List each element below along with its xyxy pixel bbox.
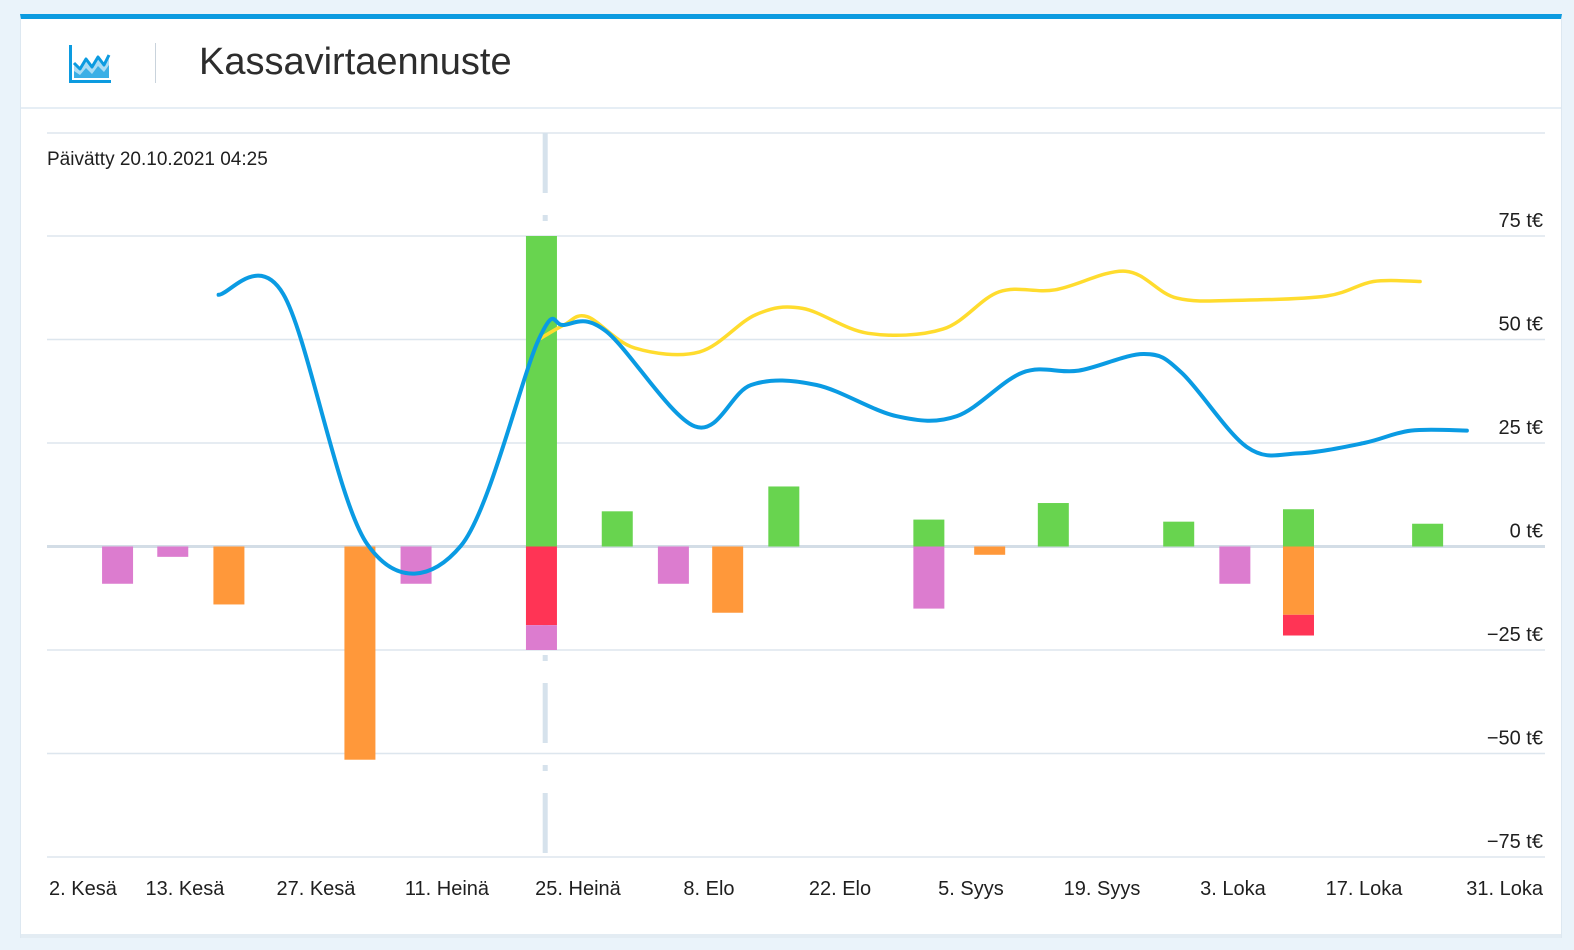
bar-orange-8-0 — [712, 546, 744, 613]
bar-green-10-0 — [913, 519, 945, 547]
bar-pink-14-0 — [1219, 546, 1251, 584]
bar-pink-0-0 — [102, 546, 134, 584]
series-line-blue — [216, 273, 1469, 576]
x-tick-label: 25. Heinä — [535, 878, 621, 900]
bar-red-5-1 — [525, 546, 557, 626]
card-header: Kassavirtaennuste — [21, 19, 1561, 109]
x-tick-label: 27. Kesä — [276, 878, 356, 900]
bar-green-9-0 — [768, 486, 800, 547]
chart-lines — [216, 269, 1469, 576]
page-title: Kassavirtaennuste — [199, 41, 512, 83]
x-tick-label: 2. Kesä — [49, 878, 118, 900]
x-tick-label: 11. Heinä — [405, 878, 490, 900]
bar-pink-5-2 — [525, 625, 557, 650]
x-tick-label: 5. Syys — [938, 878, 1004, 900]
y-tick-label: −25 t€ — [1487, 624, 1543, 646]
bar-green-15-0 — [1282, 509, 1314, 547]
bar-orange-2-0 — [213, 546, 245, 605]
y-tick-label: −75 t€ — [1487, 831, 1543, 853]
header-divider — [155, 43, 156, 83]
x-tick-label: 31. Loka — [1466, 878, 1544, 900]
y-tick-label: 75 t€ — [1499, 210, 1543, 232]
bar-green-5-0 — [525, 236, 557, 547]
bar-green-16-0 — [1412, 523, 1444, 547]
area-chart-icon — [69, 45, 111, 83]
bar-red-15-2 — [1282, 614, 1314, 636]
bar-pink-10-1 — [913, 546, 945, 609]
updated-timestamp: Päivätty 20.10.2021 04:25 — [47, 149, 268, 170]
y-axis-ticks: 75 t€ 50 t€ 25 t€ 0 t€ −25 t€ −50 t€ −75 t€ — [1487, 210, 1543, 853]
bar-pink-4-0 — [400, 546, 432, 584]
bar-green-12-0 — [1037, 503, 1069, 547]
bar-pink-7-0 — [657, 546, 689, 584]
x-tick-label: 17. Loka — [1326, 878, 1404, 900]
card-footer-band — [21, 934, 1561, 938]
bar-green-13-0 — [1163, 521, 1195, 547]
chart-bars — [102, 236, 1444, 760]
cashflow-forecast-card: Kassavirtaennuste — [20, 14, 1562, 938]
series-line-yellow — [536, 269, 1422, 357]
x-axis-ticks: 2. Kesä 13. Kesä 27. Kesä 11. Heinä 25. Hein… — [49, 878, 1544, 900]
bar-green-6-0 — [601, 511, 633, 547]
bar-orange-3-0 — [344, 546, 376, 760]
y-tick-label: 25 t€ — [1499, 417, 1543, 439]
x-tick-label: 8. Elo — [683, 878, 734, 900]
y-tick-label: 0 t€ — [1510, 521, 1543, 543]
y-tick-label: −50 t€ — [1487, 728, 1543, 750]
x-tick-label: 19. Syys — [1064, 878, 1141, 900]
y-tick-label: 50 t€ — [1499, 314, 1543, 336]
x-tick-label: 13. Kesä — [145, 878, 225, 900]
bar-pink-1-0 — [157, 546, 189, 557]
bar-orange-15-1 — [1282, 546, 1314, 615]
x-tick-label: 22. Elo — [809, 878, 871, 900]
bar-orange-11-0 — [974, 546, 1006, 555]
x-tick-label: 3. Loka — [1200, 878, 1266, 900]
